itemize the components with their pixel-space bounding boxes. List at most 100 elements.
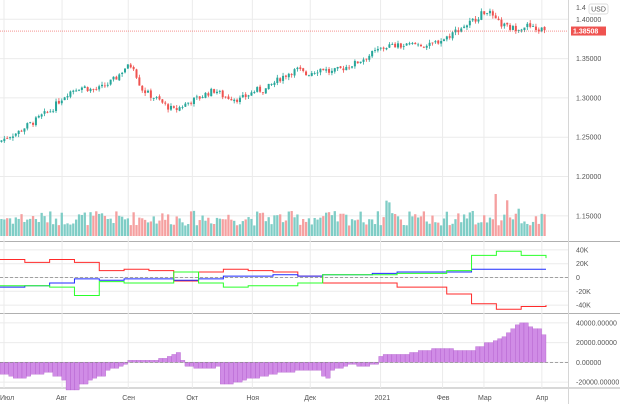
indicator-panel-2 xyxy=(0,322,568,391)
volume-bar xyxy=(428,223,431,236)
candle-body xyxy=(132,66,135,70)
volume-bar xyxy=(327,212,331,236)
histogram-bar xyxy=(92,362,98,379)
candle-body xyxy=(109,79,112,85)
candle-body xyxy=(11,136,14,138)
histogram-bar xyxy=(453,350,459,363)
volume-bar xyxy=(6,218,9,236)
candle-body xyxy=(468,20,471,26)
candle-body xyxy=(316,72,319,74)
volume-bar xyxy=(468,212,471,236)
candle-body xyxy=(511,26,514,30)
volume-bar xyxy=(215,217,219,236)
volume-bar xyxy=(451,223,454,236)
volume-bar xyxy=(235,225,239,236)
candle-body xyxy=(365,58,368,60)
volume-bar xyxy=(330,215,334,236)
volume-bar xyxy=(126,218,130,236)
histogram-bar xyxy=(206,362,212,369)
histogram-bar xyxy=(510,328,516,363)
candle-body xyxy=(428,42,431,46)
histogram-bar xyxy=(475,346,481,363)
candle-body xyxy=(445,36,448,40)
candle-body xyxy=(204,92,207,98)
volume-bar xyxy=(129,225,132,236)
volume-bar xyxy=(75,219,78,236)
volume-bar xyxy=(54,218,58,236)
volume-bar xyxy=(83,212,86,236)
volume-bar xyxy=(227,214,230,236)
histogram-bar xyxy=(294,362,300,371)
volume-bar xyxy=(396,216,400,236)
histogram-bar xyxy=(448,348,454,363)
histogram-bar xyxy=(519,322,525,363)
histogram-bar xyxy=(87,362,93,381)
volume-bar xyxy=(299,224,302,236)
histogram-bar xyxy=(43,362,49,373)
volume-bar xyxy=(112,223,115,236)
candle-body xyxy=(494,15,497,19)
volume-bar xyxy=(508,217,512,236)
candle-body xyxy=(101,84,104,87)
histogram-bar xyxy=(523,322,529,363)
volume-bar xyxy=(258,213,262,236)
volume-bar xyxy=(393,214,397,236)
histogram-bar xyxy=(457,350,463,363)
histogram-bar xyxy=(171,354,177,363)
candle-body xyxy=(3,138,6,142)
volume-bar xyxy=(89,212,92,236)
candle-body xyxy=(227,96,230,99)
price-tick-label: 1.25000 xyxy=(576,135,601,142)
candle-body xyxy=(264,88,267,94)
volume-bar xyxy=(233,220,236,236)
candle-body xyxy=(126,64,129,69)
candle-body xyxy=(218,90,221,92)
candle-body xyxy=(411,42,414,44)
volume-bar xyxy=(302,219,305,236)
candle-body xyxy=(46,111,49,113)
volume-bar xyxy=(210,223,213,236)
volume-bar xyxy=(135,225,138,236)
candle-body xyxy=(52,110,55,112)
indicator-1-tick-label: 20K xyxy=(576,261,589,268)
volume-bar xyxy=(31,215,35,236)
volume-bar xyxy=(155,223,158,236)
candle-body xyxy=(32,122,35,125)
candle-body xyxy=(63,97,66,101)
histogram-bar xyxy=(444,348,450,363)
volume-bar xyxy=(399,219,403,236)
volume-bar xyxy=(342,213,345,236)
volume-bar xyxy=(169,224,173,236)
volume-bar xyxy=(100,213,104,236)
candle-body xyxy=(379,47,382,49)
volume-bar xyxy=(368,219,371,236)
candle-body xyxy=(402,46,405,48)
price-axis[interactable]: 1.40000 1.35000 1.30000 1.25000 1.20000 1.150… xyxy=(576,17,619,387)
volume-bar xyxy=(253,225,256,236)
histogram-bar xyxy=(272,362,278,375)
histogram-bar xyxy=(515,324,520,363)
indicator-panel-1 xyxy=(0,250,568,310)
candle-body xyxy=(371,51,374,57)
time-axis[interactable]: Июл Авг Сен Окт Ноя Дек 2021 Фев Мар Апр xyxy=(0,395,548,402)
candle-body xyxy=(451,32,454,39)
volume-bar xyxy=(92,215,95,236)
candle-body xyxy=(155,96,158,98)
candle-body xyxy=(198,96,201,99)
candle-body xyxy=(480,11,483,20)
candle-body xyxy=(141,85,144,91)
candle-body xyxy=(362,59,365,62)
volume-bar xyxy=(445,211,449,236)
currency-badge[interactable] xyxy=(588,3,609,15)
candle-body xyxy=(302,68,305,71)
volume-bar xyxy=(63,224,66,236)
volume-bar xyxy=(339,213,342,236)
indicator-2-tick-label: 0.00000 xyxy=(576,360,601,367)
volume-bar xyxy=(543,214,546,236)
candle-body xyxy=(540,27,543,32)
candle-body xyxy=(40,114,43,117)
volume-bar xyxy=(46,222,49,236)
histogram-bar xyxy=(303,362,309,371)
